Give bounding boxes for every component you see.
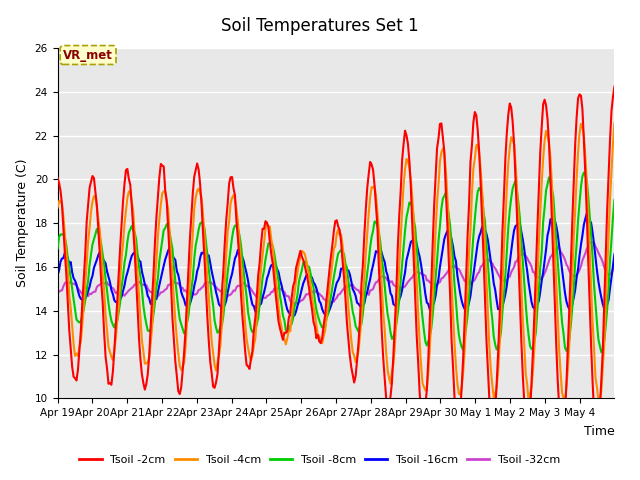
Legend: Tsoil -2cm, Tsoil -4cm, Tsoil -8cm, Tsoil -16cm, Tsoil -32cm: Tsoil -2cm, Tsoil -4cm, Tsoil -8cm, Tsoi…: [75, 451, 565, 469]
Text: Time: Time: [584, 425, 614, 438]
Text: VR_met: VR_met: [63, 48, 113, 61]
Y-axis label: Soil Temperature (C): Soil Temperature (C): [16, 159, 29, 288]
Text: Soil Temperatures Set 1: Soil Temperatures Set 1: [221, 17, 419, 35]
